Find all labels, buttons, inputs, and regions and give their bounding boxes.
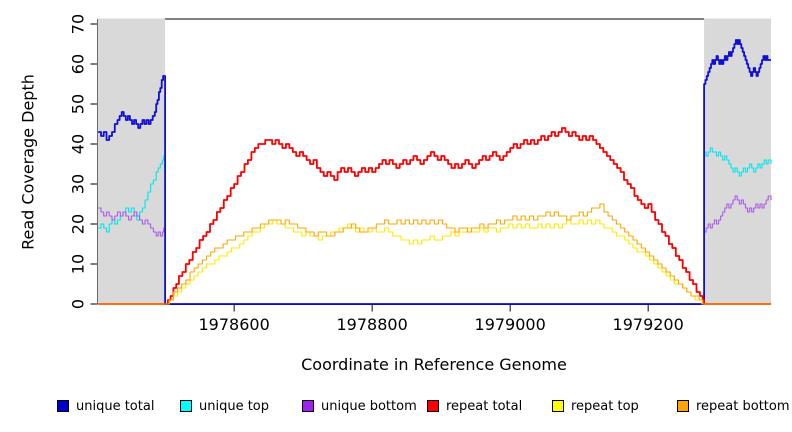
- legend-swatch-repeat-bottom: [677, 400, 689, 412]
- shaded-region-left: [97, 18, 166, 305]
- x-axis-title: Coordinate in Reference Genome: [301, 355, 567, 374]
- y-tick-label: 70: [69, 14, 88, 34]
- y-tick-label: 10: [69, 254, 88, 274]
- series-repeat-top: [98, 219, 771, 305]
- legend-label: repeat top: [571, 398, 639, 414]
- legend-item-repeat-total: repeat total: [427, 396, 522, 416]
- x-tick-label: 1979200: [613, 315, 684, 334]
- legend: unique total unique top unique bottom repea…: [0, 396, 792, 420]
- legend-item-unique-top: unique top: [180, 396, 269, 416]
- y-tick-label: 40: [69, 134, 88, 154]
- y-tick-label: 30: [69, 174, 88, 194]
- coverage-plot-canvas: 0 10 20 30 40 50 60 70 1978600 1978800 1979000 1979…: [69, 14, 772, 334]
- legend-item-unique-total: unique total: [57, 396, 154, 416]
- legend-swatch-repeat-top: [552, 400, 564, 412]
- y-tick-label: 50: [69, 94, 88, 114]
- legend-label: unique total: [76, 398, 155, 414]
- series-unique-total: [98, 39, 771, 305]
- x-tick-label: 1978600: [198, 315, 269, 334]
- legend-label: repeat bottom: [696, 398, 790, 414]
- series-repeat-total: [98, 127, 771, 305]
- legend-label: unique bottom: [321, 398, 417, 414]
- legend-label: unique top: [199, 398, 270, 414]
- y-tick-label: 20: [69, 214, 88, 234]
- series-unique-top: [98, 147, 772, 305]
- y-tick-label: 60: [69, 54, 88, 74]
- legend-swatch-unique-bottom: [302, 400, 314, 412]
- x-tick-label: 1978800: [337, 315, 408, 334]
- series-unique-bottom: [98, 195, 772, 305]
- series-repeat-bottom: [98, 203, 771, 305]
- legend-swatch-unique-top: [180, 400, 192, 412]
- x-tick-label: 1979000: [475, 315, 546, 334]
- legend-swatch-repeat-total: [427, 400, 439, 412]
- legend-item-repeat-bottom: repeat bottom: [677, 396, 790, 416]
- legend-item-unique-bottom: unique bottom: [302, 396, 417, 416]
- legend-swatch-unique-total: [57, 400, 69, 412]
- y-tick-label: 0: [69, 299, 88, 309]
- y-axis-title: Read Coverage Depth: [18, 74, 38, 250]
- legend-label: repeat total: [446, 398, 523, 414]
- legend-item-repeat-top: repeat top: [552, 396, 639, 416]
